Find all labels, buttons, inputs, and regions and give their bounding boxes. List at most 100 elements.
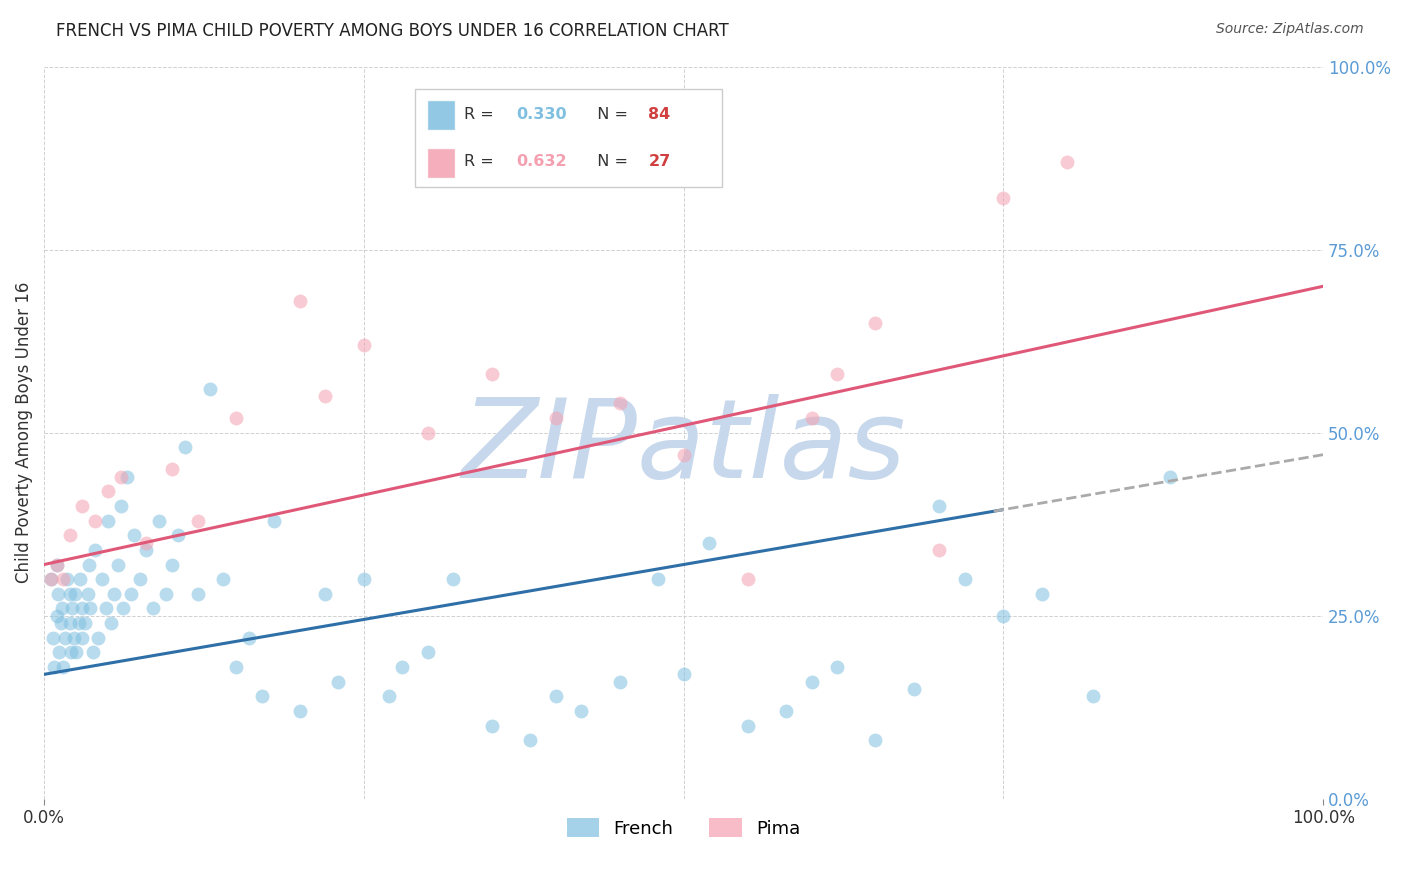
Point [120,587,142,601]
Point [117,469,139,483]
Point [672,448,695,462]
Point [928,542,950,557]
Point [76,587,98,601]
Point [53,631,76,645]
Point [72,601,94,615]
Point [94,601,117,615]
Point [84,514,107,528]
Point [187,587,209,601]
Point [77,558,100,572]
Point [737,718,759,732]
Point [51,601,73,615]
Point [441,572,464,586]
Point [160,558,183,572]
Point [110,469,132,483]
Point [122,528,145,542]
Text: ZIPatlas: ZIPatlas [461,394,905,501]
Point [62,631,84,645]
Point [1056,154,1078,169]
Point [263,514,285,528]
Point [60,601,83,615]
Point [56,572,79,586]
Point [142,601,165,615]
Point [63,587,86,601]
Point [1031,587,1053,601]
Point [353,572,375,586]
Point [129,572,152,586]
Text: FRENCH VS PIMA CHILD POVERTY AMONG BOYS UNDER 16 CORRELATION CHART: FRENCH VS PIMA CHILD POVERTY AMONG BOYS … [56,22,728,40]
Point [238,631,260,645]
Point [59,587,82,601]
Point [609,396,631,410]
Point [1081,690,1104,704]
Point [903,681,925,696]
Point [481,367,503,381]
Point [107,558,129,572]
Point [391,660,413,674]
Point [167,528,190,542]
Legend: French, Pima: French, Pima [560,811,808,845]
Point [416,425,439,440]
Point [200,382,222,396]
Point [82,645,104,659]
Point [250,690,273,704]
Point [59,528,82,542]
Point [481,718,503,732]
Point [609,674,631,689]
Point [1159,469,1181,483]
Point [160,462,183,476]
Point [315,389,337,403]
Point [72,499,94,513]
Point [100,616,122,631]
Point [953,572,976,586]
Point [65,645,87,659]
Point [79,601,101,615]
Point [187,514,209,528]
Point [52,660,75,674]
Point [45,558,67,572]
Point [212,572,235,586]
Point [775,704,797,718]
Point [39,572,62,586]
Point [672,667,695,681]
Point [993,191,1015,205]
Point [737,572,759,586]
Point [135,535,157,549]
Y-axis label: Child Poverty Among Boys Under 16: Child Poverty Among Boys Under 16 [15,282,32,583]
Point [49,616,72,631]
Point [519,733,541,747]
Point [84,542,107,557]
Point [544,411,567,425]
Point [45,558,67,572]
Point [544,690,567,704]
Point [288,293,311,308]
Point [72,631,94,645]
Point [69,572,91,586]
Point [112,601,135,615]
Point [110,499,132,513]
Point [103,587,125,601]
Point [800,411,823,425]
Point [865,733,887,747]
Point [928,499,950,513]
Point [97,514,120,528]
Point [52,572,75,586]
Point [225,411,247,425]
Point [378,690,401,704]
Point [353,338,375,352]
Point [825,367,848,381]
Point [993,608,1015,623]
Point [90,572,112,586]
Point [173,441,195,455]
Point [569,704,592,718]
Point [800,674,823,689]
Point [825,660,848,674]
Point [42,631,65,645]
Point [328,674,350,689]
Point [73,616,96,631]
Point [148,514,170,528]
Point [865,316,887,330]
Point [39,572,62,586]
Point [87,631,110,645]
Text: Source: ZipAtlas.com: Source: ZipAtlas.com [1216,22,1364,37]
